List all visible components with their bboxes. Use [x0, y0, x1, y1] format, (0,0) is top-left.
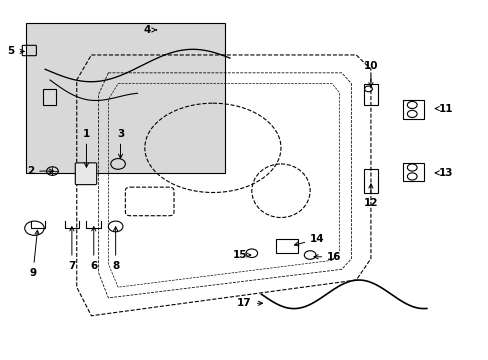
- FancyBboxPatch shape: [75, 163, 97, 185]
- Text: 6: 6: [90, 227, 97, 271]
- Text: 8: 8: [112, 227, 119, 271]
- Text: 4: 4: [143, 25, 156, 35]
- Bar: [42, 89, 56, 105]
- Text: 5: 5: [7, 46, 24, 57]
- Text: 13: 13: [434, 168, 452, 178]
- Text: 17: 17: [237, 298, 262, 308]
- Text: 7: 7: [68, 227, 76, 271]
- FancyBboxPatch shape: [26, 23, 224, 173]
- Bar: [402, 163, 424, 181]
- Bar: [402, 100, 424, 119]
- Text: 14: 14: [294, 234, 324, 246]
- Text: 2: 2: [27, 166, 53, 176]
- Text: 12: 12: [363, 184, 377, 208]
- Text: 11: 11: [434, 104, 452, 113]
- Text: 3: 3: [117, 129, 124, 158]
- Text: 10: 10: [363, 61, 377, 87]
- Text: 16: 16: [313, 252, 341, 262]
- Bar: [276, 239, 297, 253]
- Text: 9: 9: [29, 230, 39, 278]
- Text: 1: 1: [82, 129, 90, 167]
- Text: 15: 15: [232, 250, 250, 260]
